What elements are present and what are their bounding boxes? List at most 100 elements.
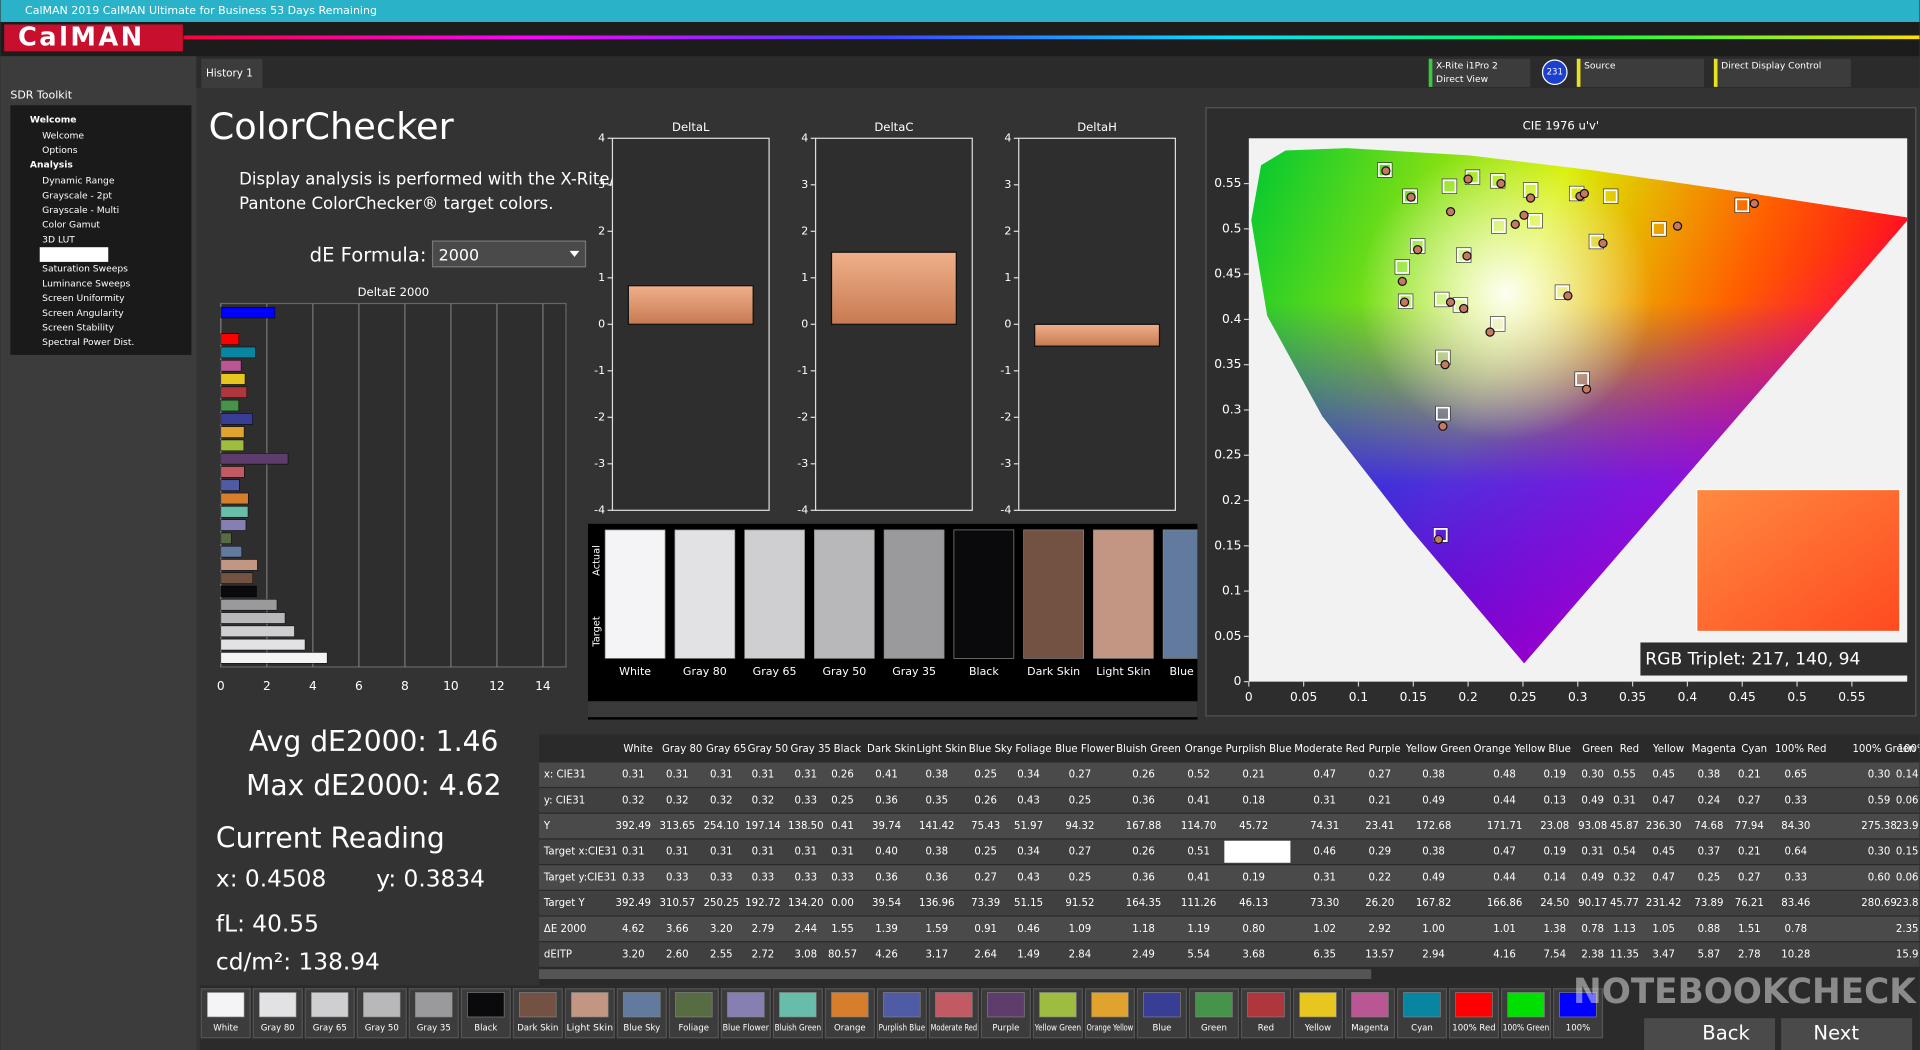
tree-item[interactable]: 3D LUT: [42, 234, 75, 245]
actual-point: [1462, 251, 1472, 261]
table-cell: 141.42: [919, 821, 954, 832]
table-cell: 84.30: [1781, 821, 1810, 832]
table-cell: 0.80: [1242, 924, 1265, 935]
tree-item[interactable]: Grayscale - 2pt: [42, 190, 112, 201]
tree-item[interactable]: Grayscale - Multi: [42, 205, 119, 216]
display-box[interactable]: [1713, 58, 1851, 87]
column-header: Orange Yellow: [1474, 744, 1546, 755]
deltae-bar: [220, 333, 240, 345]
tree-item[interactable]: Options: [42, 145, 78, 156]
x-tick-label: 0.55: [1838, 690, 1865, 704]
table-cell: 0.22: [1368, 872, 1391, 883]
table-cell: 4.62: [622, 924, 645, 935]
column-header: Blue: [1548, 744, 1570, 755]
meter-mode: Direct View: [1436, 74, 1489, 85]
column-header: Moderate Red: [1294, 744, 1365, 755]
y-tick-label: 0: [1004, 317, 1011, 330]
back-button[interactable]: [1644, 1018, 1776, 1050]
table-cell: 0.51: [1187, 847, 1210, 858]
table-cell: 51.97: [1014, 821, 1043, 832]
patch-swatch: [675, 992, 713, 1018]
max-de: Max dE2000: 4.62: [246, 769, 501, 802]
tree-item[interactable]: Luminance Sweeps: [42, 278, 130, 289]
swatch-scrollbar[interactable]: [587, 701, 1198, 718]
rainbow-line: [184, 35, 1920, 40]
deltae-bar: [220, 373, 246, 385]
tree-item[interactable]: Dynamic Range: [42, 176, 115, 187]
formula-dropdown[interactable]: [431, 240, 587, 268]
target-square-edge: [1397, 293, 1414, 309]
y-tick-label: -2: [1000, 410, 1011, 423]
deltae-bar: [220, 585, 257, 598]
table-cell: 197.14: [745, 821, 780, 832]
y-tick-label: 0: [598, 317, 605, 330]
table-cell: 0.36: [875, 795, 898, 806]
table-cell: 3.20: [710, 924, 733, 935]
source-box[interactable]: [1576, 58, 1705, 87]
patch-button-label: Purplish Blue: [879, 1023, 926, 1033]
y-tick-label: 3: [801, 178, 808, 191]
table-cell: 0.25: [831, 795, 854, 806]
deltae-bar: [220, 638, 306, 651]
table-cell: 7.54: [1543, 950, 1566, 961]
deltae-bar: [220, 453, 289, 465]
table-cell: 4.16: [1493, 950, 1516, 961]
table-cell: 2.35: [1896, 924, 1919, 935]
table-cell: 0.54: [1613, 847, 1636, 858]
table-cell: 39.74: [872, 821, 901, 832]
table-cell: 1.59: [925, 924, 948, 935]
table-cell: 1.38: [1543, 924, 1566, 935]
patch-swatch: [259, 992, 297, 1018]
swatch-label: Dark Skin: [1027, 665, 1080, 678]
y-tick-label: 2: [1004, 224, 1011, 237]
y-tick-label: 4: [598, 131, 605, 144]
actual-point: [1445, 206, 1456, 217]
delta-title: DeltaH: [1077, 120, 1117, 134]
patch-swatch: [1091, 992, 1129, 1018]
tree-item[interactable]: Color Gamut: [42, 220, 100, 231]
tree-selected: [39, 247, 109, 262]
tree-item[interactable]: Screen Uniformity: [42, 293, 125, 304]
y-tick-label: 0: [1234, 674, 1242, 688]
deltae-title: DeltaE 2000: [358, 285, 430, 299]
patch-button-label: Gray 35: [417, 1023, 451, 1033]
window-title: CalMAN 2019 CalMAN Ultimate for Business…: [25, 4, 377, 17]
actual-point: [1438, 421, 1448, 431]
table-cell: 0.41: [831, 821, 854, 832]
tree-item[interactable]: Screen Angularity: [42, 308, 124, 319]
deltae-bar: [220, 479, 240, 491]
x-tick-label: 0.1: [1349, 690, 1368, 704]
row-label: dEITP: [544, 950, 572, 961]
deltae-plot: [220, 302, 567, 668]
target-square-edge: [1574, 371, 1590, 387]
deltae-bar: [220, 346, 256, 359]
tree-item[interactable]: Saturation Sweeps: [42, 264, 128, 275]
y-tick-label: -1: [1000, 364, 1011, 377]
table-row: [539, 942, 1920, 967]
tree-item[interactable]: Screen Stability: [42, 322, 114, 333]
page-heading: ColorChecker: [209, 105, 455, 148]
tree-item[interactable]: ColorChecker: [42, 249, 103, 260]
reading-fl: fL: 40.55: [216, 911, 319, 938]
table-cell: 10.28: [1781, 950, 1810, 961]
logo-box[interactable]: [4, 24, 183, 52]
table-cell: 0.18: [1242, 795, 1265, 806]
table-cell: 0.19: [1543, 770, 1566, 781]
table-cell: 231.42: [1646, 898, 1681, 909]
tree-item[interactable]: Spectral Power Dist.: [42, 337, 134, 348]
table-scrollbar[interactable]: [539, 969, 1372, 980]
table-cell: 83.46: [1781, 898, 1810, 909]
table-cell: 0.31: [1613, 795, 1636, 806]
history-tab[interactable]: [201, 58, 263, 89]
next-button[interactable]: [1781, 1018, 1913, 1050]
meter-box[interactable]: [1428, 58, 1531, 87]
table-cell: 0.26: [1132, 770, 1155, 781]
column-header: 100% Red: [1775, 744, 1826, 755]
table-cell: 73.30: [1310, 898, 1339, 909]
table-cell: 1.51: [1738, 924, 1761, 935]
x-tick-label: 0.45: [1729, 690, 1756, 704]
tree-item[interactable]: Welcome: [42, 130, 84, 141]
table-cell: 73.89: [1694, 898, 1723, 909]
